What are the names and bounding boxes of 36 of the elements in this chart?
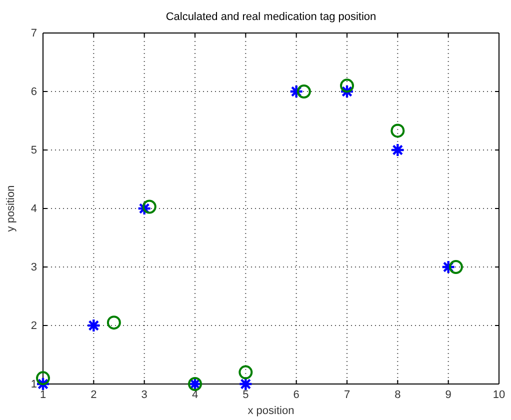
x-tick-label: 2 [90, 388, 97, 401]
point [390, 124, 405, 138]
point [238, 365, 253, 380]
point [390, 142, 405, 158]
point [296, 84, 311, 98]
x-tick-label: 8 [394, 388, 401, 401]
point [238, 376, 253, 392]
point [448, 260, 463, 274]
y-tick-label: 1 [30, 378, 37, 391]
x-tick-label: 9 [445, 388, 452, 401]
x-tick-label: 5 [242, 388, 249, 401]
point [340, 78, 354, 93]
x-tick-label: 3 [141, 388, 148, 401]
x-tick-label: 7 [344, 388, 350, 401]
point [86, 318, 101, 333]
point [441, 260, 456, 274]
x-tick-label: 4 [192, 388, 198, 401]
point [289, 84, 304, 99]
point [137, 201, 152, 216]
x-tick-label: 1 [40, 388, 46, 401]
y-tick-label: 5 [30, 144, 37, 157]
point [142, 200, 156, 214]
y-tick-label: 6 [30, 86, 37, 98]
y-tick-label: 4 [30, 203, 37, 216]
point [340, 84, 354, 99]
point [106, 316, 121, 330]
point [36, 371, 50, 386]
x-axis-title: x position [248, 405, 294, 417]
y-tick-label: 2 [30, 320, 37, 332]
y-tick-label: 3 [30, 262, 37, 274]
point [36, 376, 50, 392]
y-axis-title: y position [5, 185, 17, 232]
x-tick-label: 10 [492, 388, 506, 401]
x-tick-label: 6 [293, 388, 300, 401]
chart-title: Calculated and real medication tag position [166, 11, 376, 23]
y-tick-label: 7 [30, 28, 37, 40]
